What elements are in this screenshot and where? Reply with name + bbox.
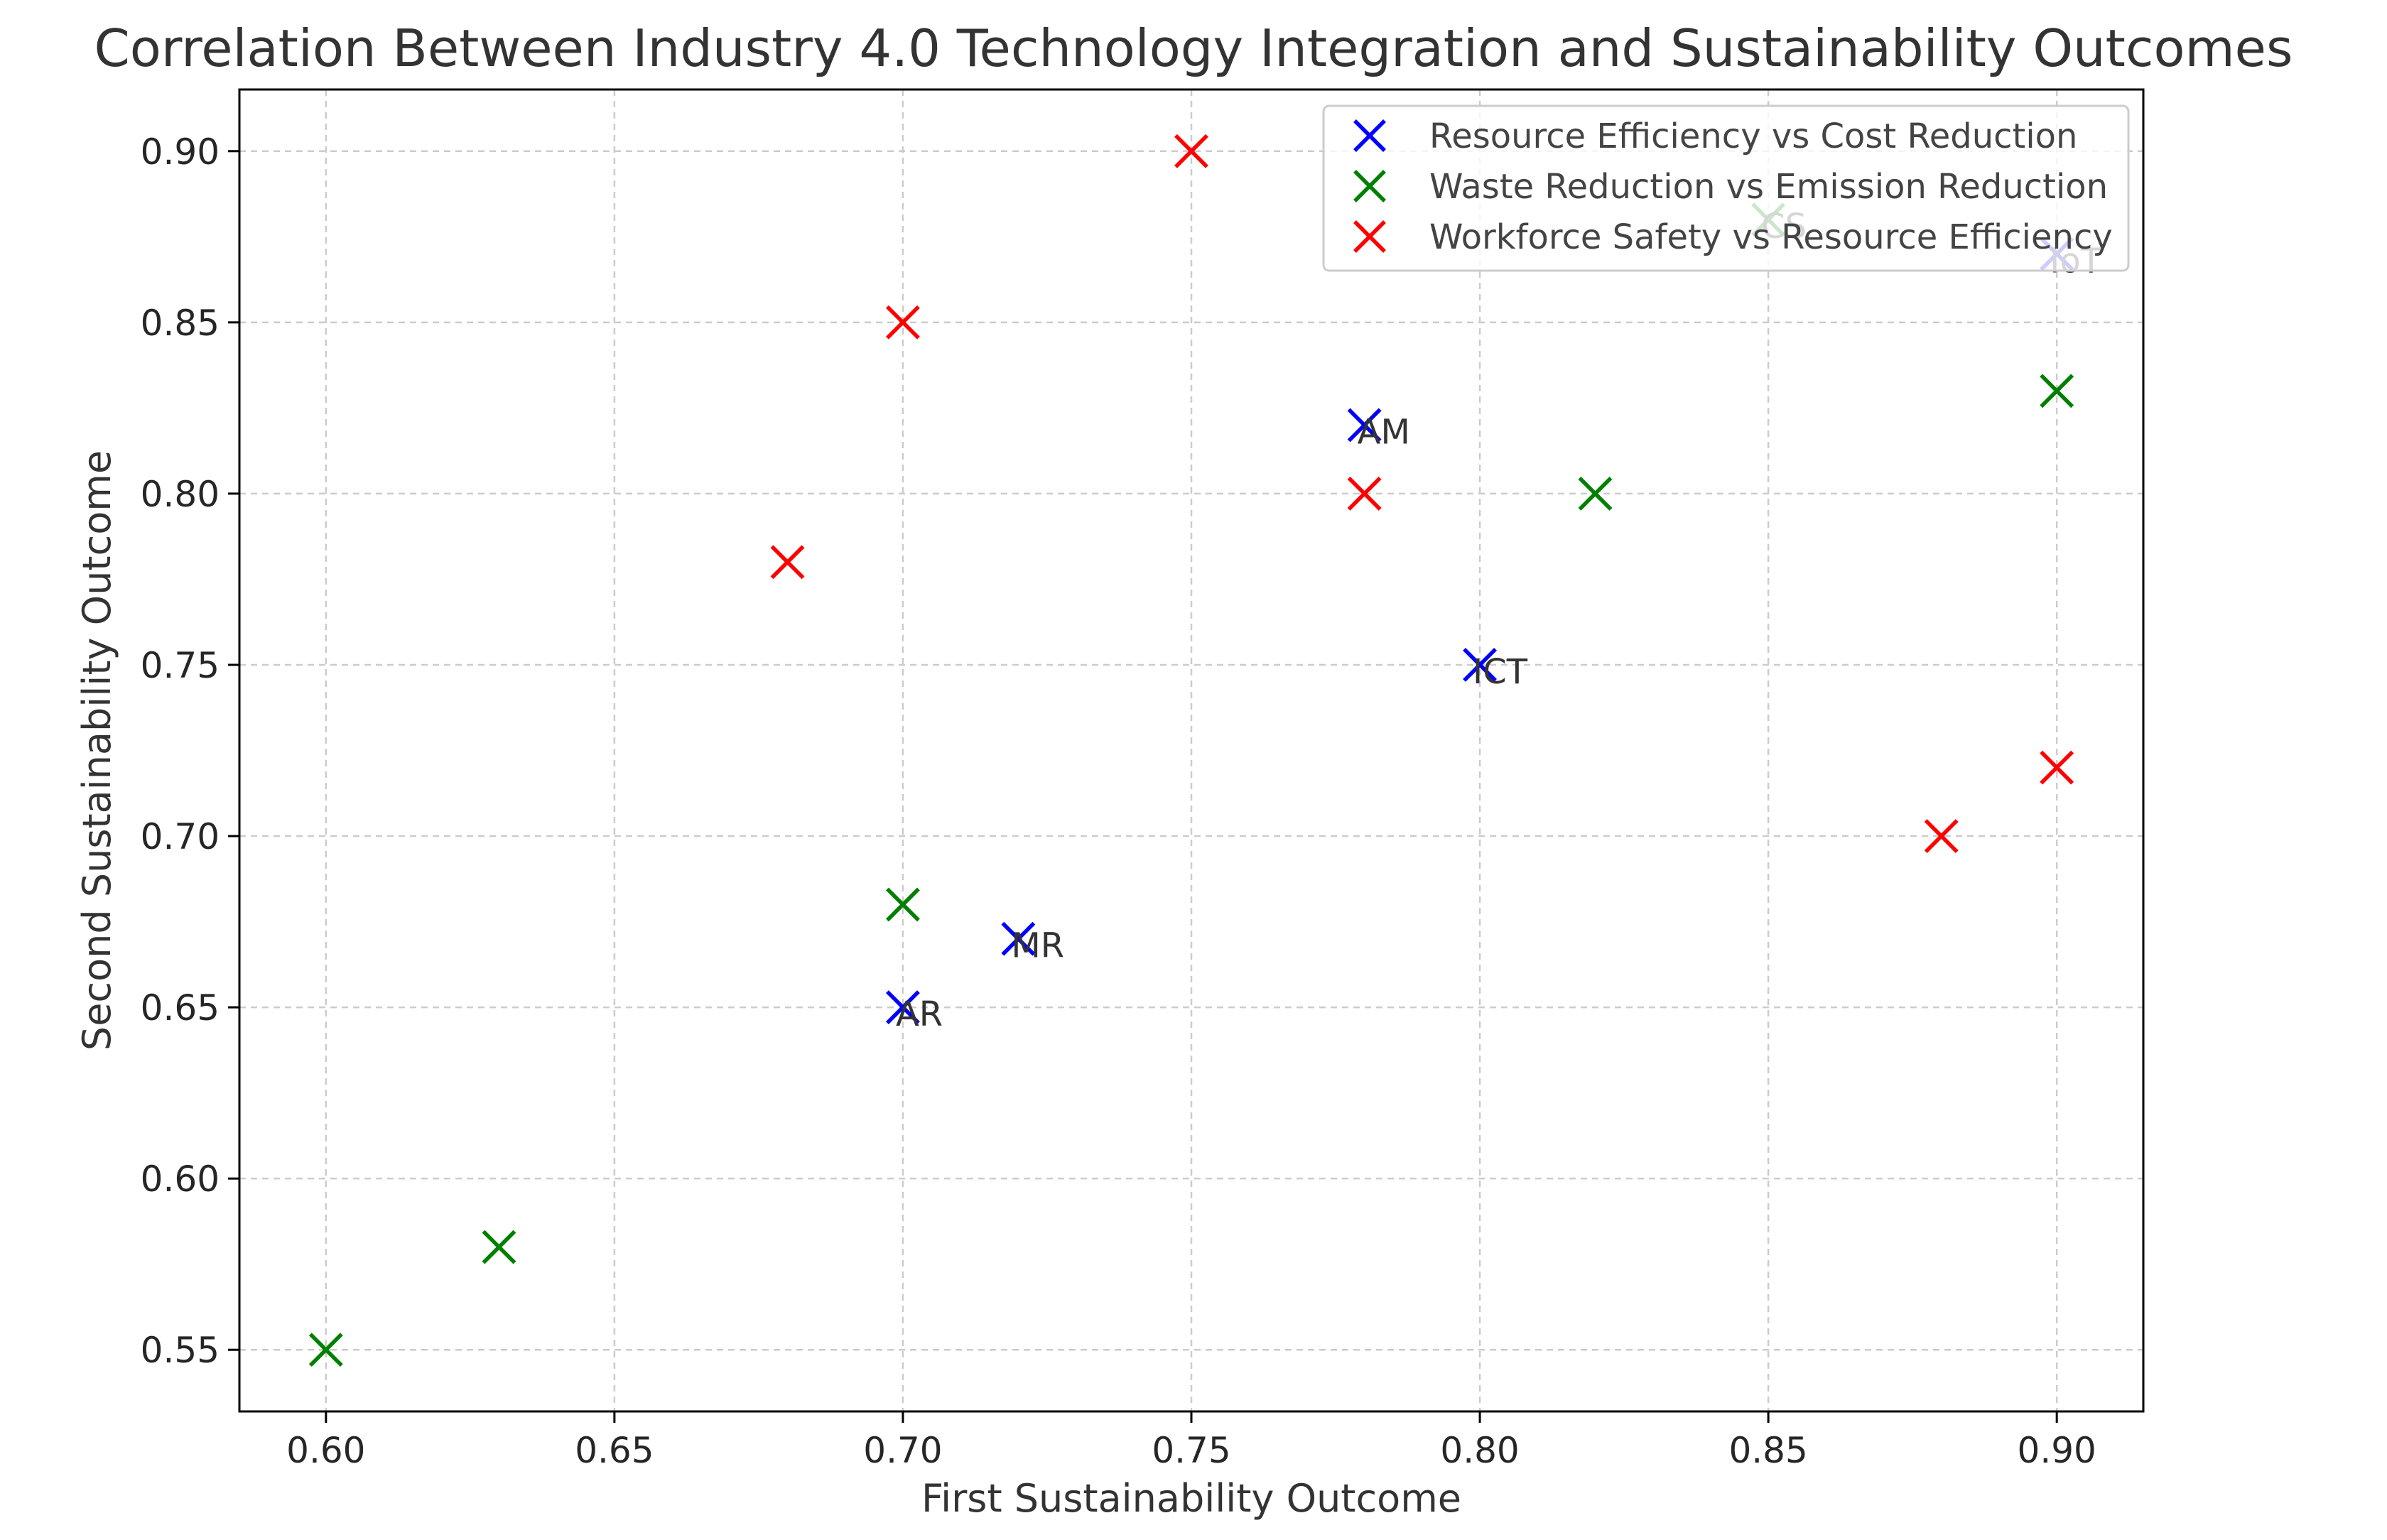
data-point-marker [885,990,920,1025]
legend-marker [1353,170,1386,202]
point-label: ICT [1473,652,1528,692]
point-labels: ARMRAMICTIoTCS [896,207,2102,1034]
legend-entry[interactable]: Resource Efficiency vs Cost Reduction [1353,116,2077,156]
data-point-marker [885,305,920,340]
data-point-marker [1001,921,1036,956]
y-tick-label: 0.90 [141,131,220,173]
legend-marker [1353,119,1386,152]
y-tick-label: 0.85 [141,303,220,344]
legend-label: Resource Efficiency vs Cost Reduction [1429,116,2077,156]
legend-entry[interactable]: Waste Reduction vs Emission Reduction [1353,167,2108,207]
data-point-marker [308,1333,343,1367]
point-label: AR [896,994,943,1034]
data-point-marker [885,887,920,922]
x-axis-title: First Sustainability Outcome [921,1476,1461,1521]
x-tick-label: 0.85 [1728,1430,1807,1471]
legend-marker [1353,220,1386,253]
x-tick-label: 0.80 [1440,1430,1519,1471]
data-point-marker [1347,476,1382,511]
legend-label: Workforce Safety vs Resource Efficiency [1429,217,2113,257]
axis-ticks: 0.60 0.65 0.70 0.75 0.80 0.85 0.90 0.55 0.60 0.65… [141,131,2096,1471]
legend-label: Waste Reduction vs Emission Reduction [1429,167,2108,207]
chart-title: Correlation Between Industry 4.0 Technol… [94,18,2293,78]
data-point-marker [2040,750,2074,785]
data-point-marker [2040,374,2074,408]
point-label: MR [1011,926,1064,966]
grid [239,90,2143,1411]
y-tick-label: 0.60 [141,1159,220,1200]
x-tick-label: 0.70 [863,1430,942,1471]
data-point-marker [1578,476,1613,511]
y-tick-label: 0.65 [141,987,220,1029]
data-point-marker [1924,819,1959,853]
legend-box [1322,104,2130,272]
y-tick-label: 0.70 [141,816,220,857]
point-label: AM [1358,412,1410,452]
legend[interactable]: Resource Efficiency vs Cost Reduction Was… [1322,104,2130,272]
data-point-marker [1174,134,1208,168]
data-point-marker [770,545,805,580]
legend-entry[interactable]: Workforce Safety vs Resource Efficiency [1353,217,2113,257]
x-tick-label: 0.75 [1152,1430,1230,1471]
x-tick-label: 0.65 [575,1430,654,1471]
data-point-marker [1463,648,1498,682]
y-tick-label: 0.75 [141,645,220,686]
y-axis-title: Second Sustainability Outcome [75,450,119,1051]
data-point-marker [482,1230,516,1264]
x-tick-label: 0.60 [286,1430,365,1471]
data-point-marker [1347,408,1382,443]
y-tick-label: 0.55 [141,1330,220,1371]
y-tick-label: 0.80 [141,474,220,515]
x-tick-label: 0.90 [2018,1430,2096,1471]
